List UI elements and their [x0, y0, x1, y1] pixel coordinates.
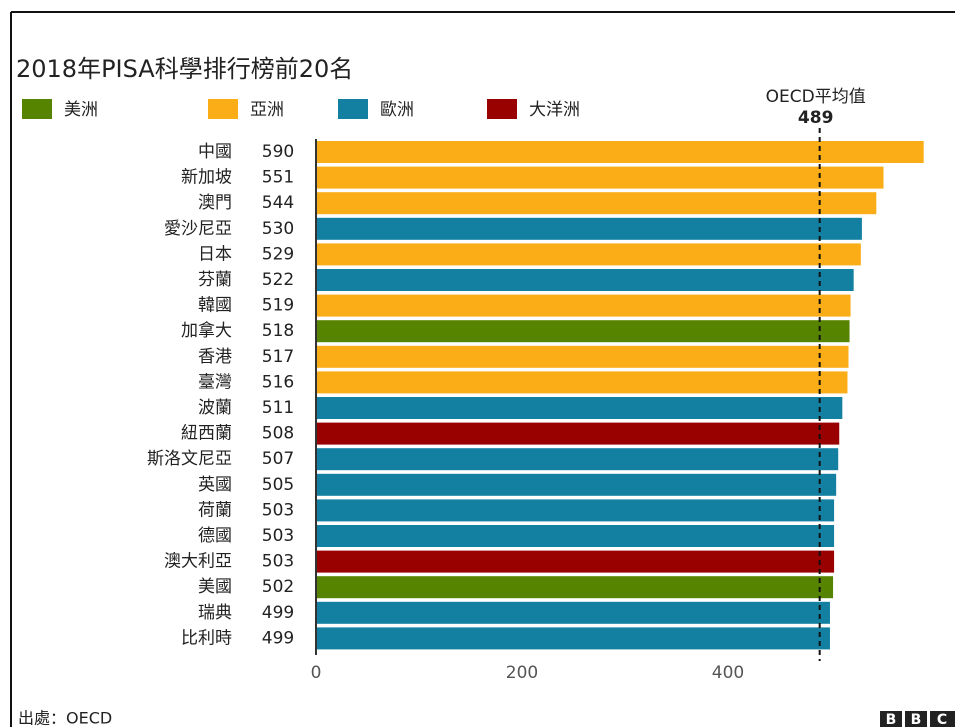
- bar: [316, 320, 850, 343]
- value-label: 499: [262, 603, 294, 623]
- value-label: 505: [262, 475, 294, 495]
- y-tick-label: 新加坡: [181, 168, 232, 188]
- value-label: 503: [262, 526, 294, 546]
- value-label: 551: [262, 168, 294, 188]
- bar: [316, 499, 835, 522]
- y-tick-label: 紐西蘭: [181, 424, 232, 444]
- value-label: 517: [262, 347, 294, 367]
- value-label: 522: [262, 270, 294, 290]
- value-label: 503: [262, 500, 294, 520]
- bar: [316, 576, 834, 599]
- logo-block: [905, 711, 927, 727]
- logo-letter: C: [937, 712, 947, 727]
- bar: [316, 525, 835, 547]
- legend-label: 亞洲: [250, 100, 284, 120]
- y-tick-label: 瑞典: [198, 603, 232, 623]
- value-label: 511: [262, 398, 294, 418]
- value-label: 508: [262, 424, 294, 444]
- reference-label: OECD平均值: [766, 87, 866, 107]
- x-tick-label: 400: [712, 663, 744, 683]
- bar: [316, 473, 837, 496]
- bar: [316, 345, 849, 368]
- y-tick-label: 香港: [198, 347, 232, 367]
- chart-title: 2018年PISA科學排行榜前20名: [16, 55, 353, 83]
- y-tick-label: 愛沙尼亞: [164, 219, 232, 239]
- legend-label: 歐洲: [380, 100, 414, 120]
- y-tick-label: 澳門: [198, 193, 232, 213]
- value-label: 503: [262, 552, 294, 572]
- bar: [316, 141, 924, 163]
- bar: [316, 601, 830, 624]
- bar: [316, 448, 839, 471]
- value-label: 519: [262, 296, 294, 316]
- y-tick-label: 荷蘭: [198, 500, 232, 520]
- reference-value: 489: [798, 108, 834, 128]
- y-tick-label: 韓國: [198, 296, 232, 316]
- y-tick-label: 中國: [198, 142, 232, 162]
- value-label: 529: [262, 244, 294, 264]
- bar: [316, 294, 851, 317]
- value-label: 516: [262, 372, 294, 392]
- y-tick-label: 臺灣: [198, 372, 232, 392]
- value-label: 499: [262, 628, 294, 648]
- bar: [316, 550, 835, 573]
- y-tick-label: 比利時: [181, 628, 232, 648]
- y-tick-label: 美國: [198, 577, 232, 597]
- y-tick-label: 芬蘭: [198, 270, 232, 290]
- logo-letter: B: [886, 712, 897, 727]
- bar: [316, 269, 854, 291]
- y-tick-label: 英國: [198, 475, 232, 495]
- bar: [316, 166, 884, 189]
- legend-label: 大洋洲: [529, 100, 580, 120]
- legend-swatch: [208, 99, 238, 119]
- logo-block: [880, 711, 902, 727]
- value-label: 590: [262, 142, 294, 162]
- y-tick-label: 德國: [198, 526, 232, 546]
- source: 出處：OECD: [18, 709, 112, 727]
- bar: [316, 192, 877, 215]
- bar: [316, 243, 861, 266]
- legend-label: 美洲: [64, 100, 98, 120]
- y-tick-label: 斯洛文尼亞: [147, 449, 232, 469]
- value-label: 502: [262, 577, 294, 597]
- logo: [880, 711, 955, 727]
- y-tick-label: 加拿大: [181, 320, 232, 341]
- y-tick-label: 波蘭: [198, 398, 232, 418]
- x-tick-label: 0: [311, 663, 322, 683]
- y-tick-label: 澳大利亞: [164, 552, 232, 572]
- y-tick-label: 日本: [198, 244, 232, 264]
- logo-letter: B: [911, 712, 922, 727]
- bar: [316, 627, 830, 650]
- logo-block: [930, 711, 955, 727]
- legend-swatch: [338, 99, 368, 119]
- legend-swatch: [22, 99, 52, 119]
- bar: [316, 371, 848, 394]
- x-tick-label: 200: [506, 663, 538, 683]
- value-label: 544: [262, 193, 294, 213]
- value-label: 518: [262, 321, 294, 341]
- value-label: 530: [262, 219, 294, 239]
- bar: [316, 422, 840, 445]
- value-label: 507: [262, 449, 294, 469]
- bar: [316, 217, 862, 240]
- bar: [316, 397, 843, 419]
- legend-swatch: [487, 99, 517, 119]
